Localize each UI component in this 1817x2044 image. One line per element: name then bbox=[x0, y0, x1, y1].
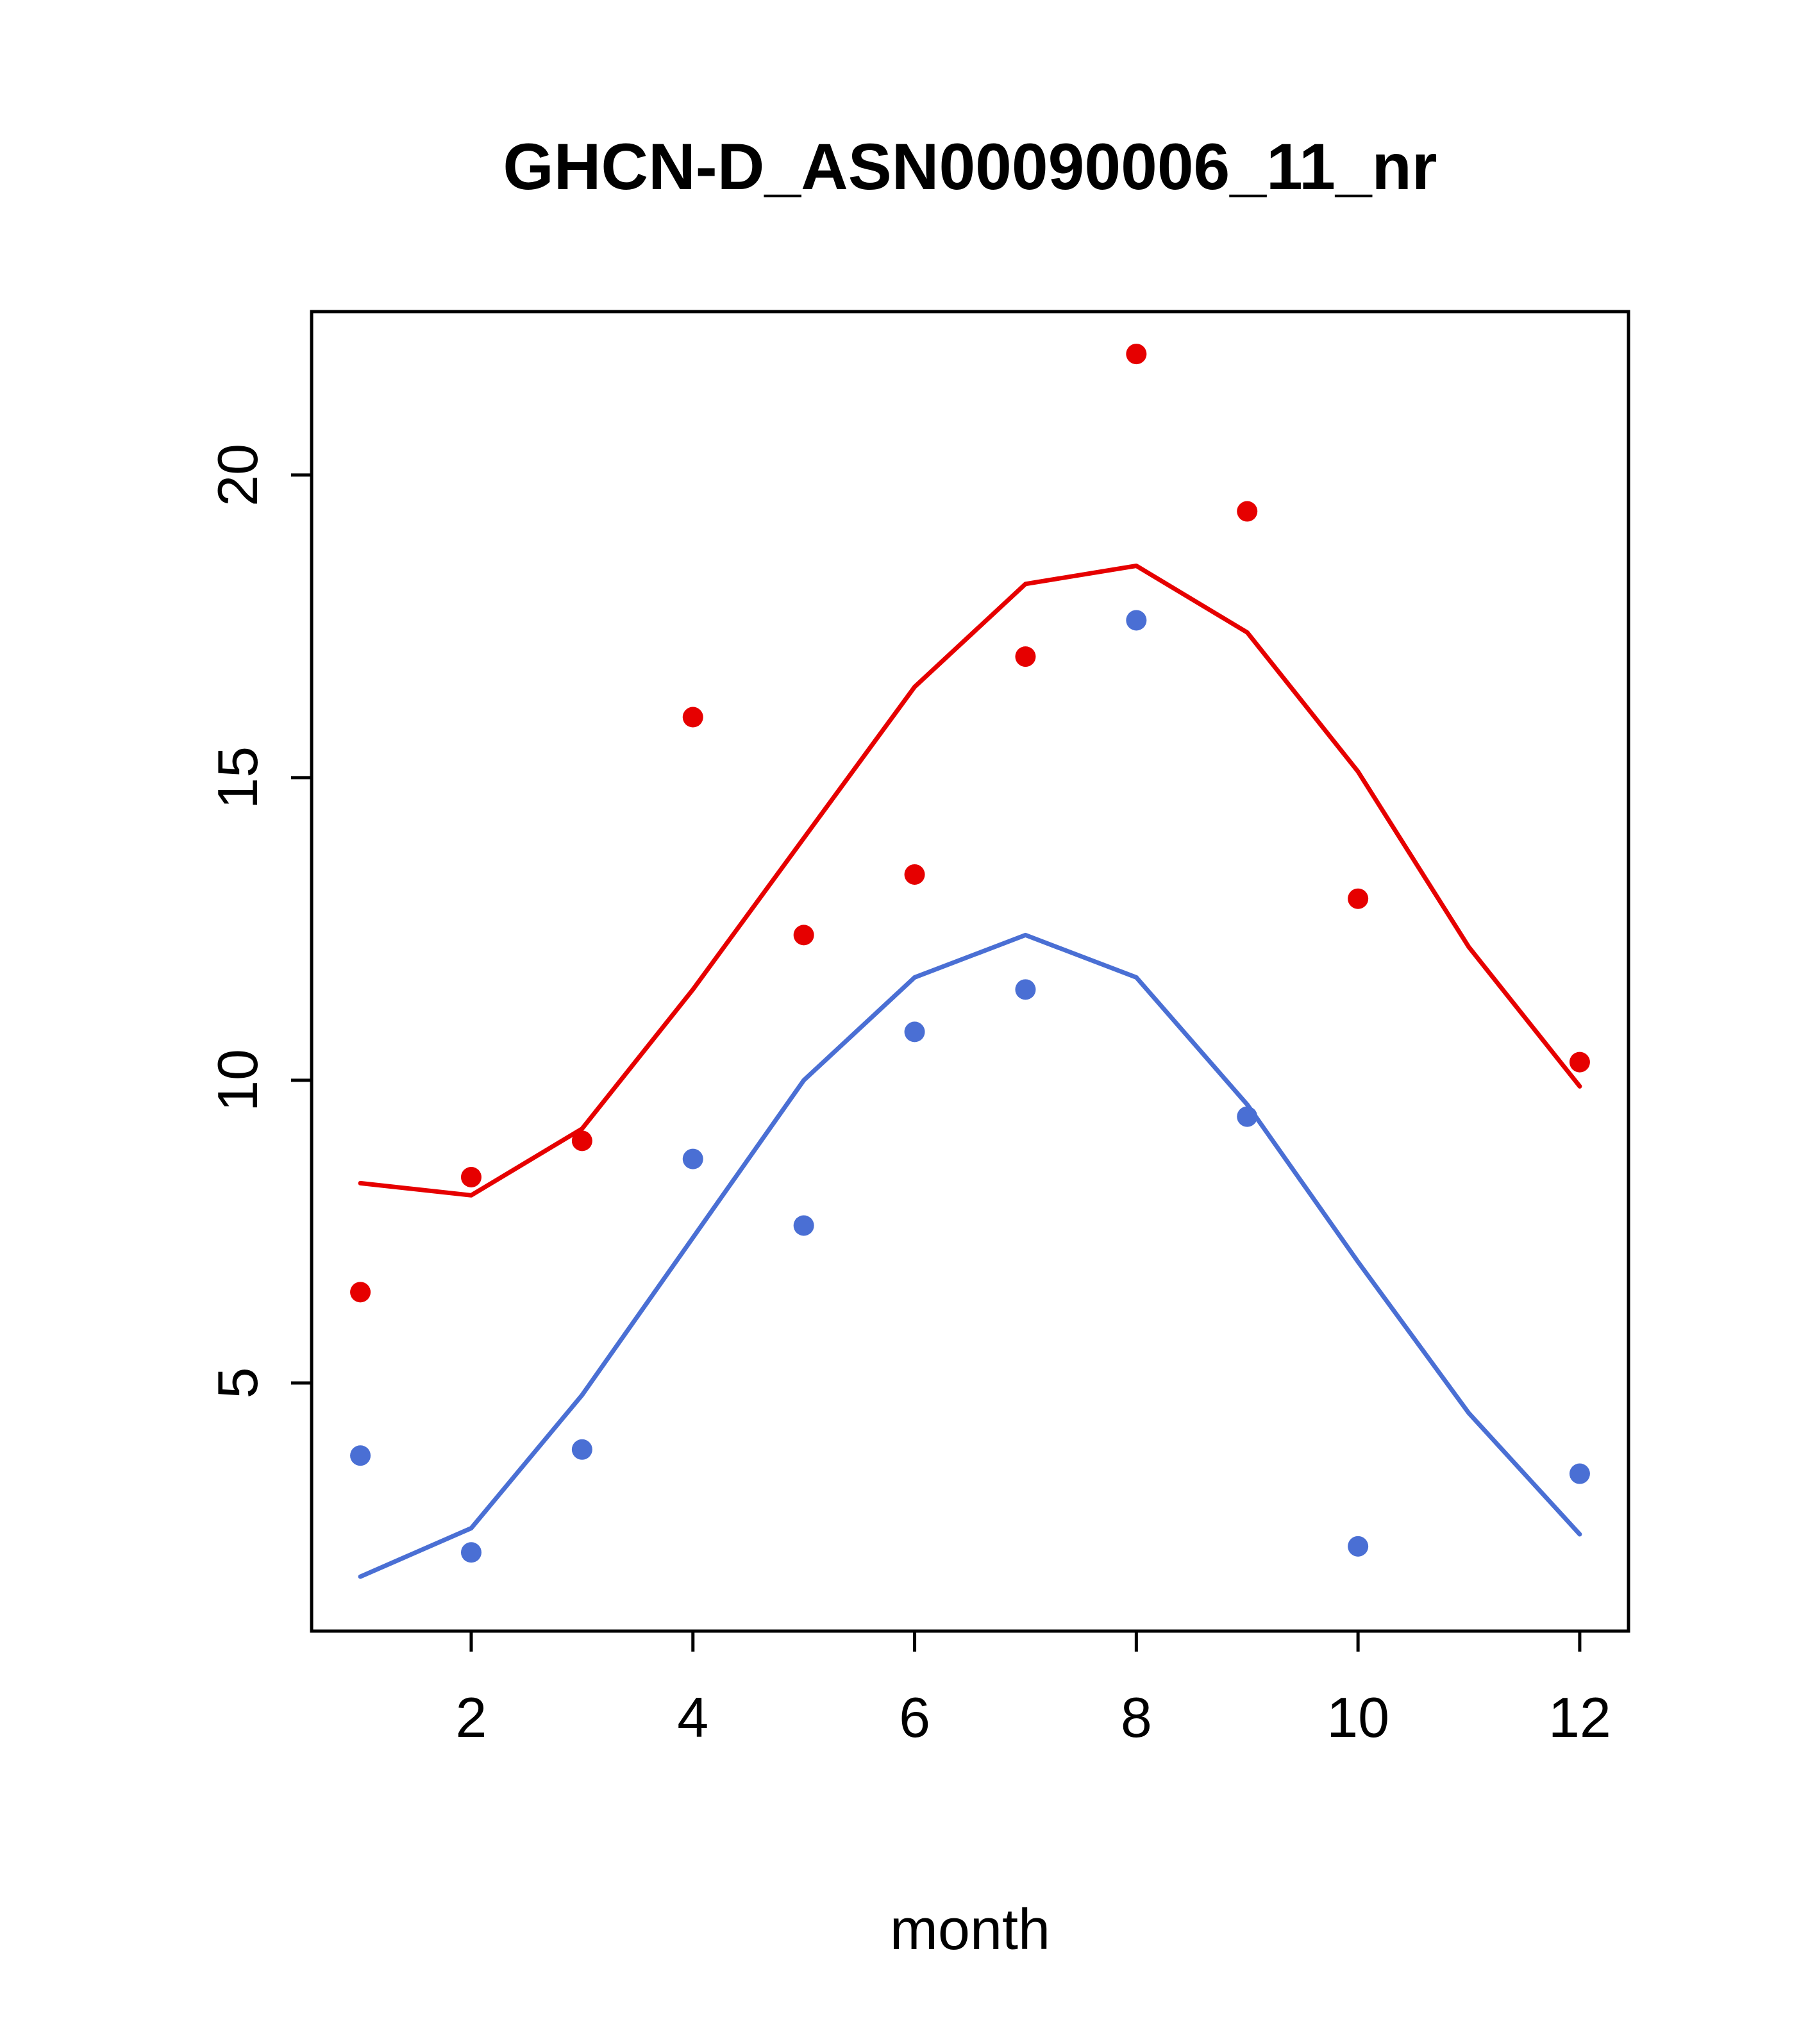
red-points-marker bbox=[1569, 1051, 1590, 1073]
red-points-marker bbox=[571, 1130, 592, 1152]
blue-points-marker bbox=[1569, 1463, 1590, 1484]
x-tick-label: 6 bbox=[899, 1686, 930, 1749]
axes: 2 4 6 8 10 12 5 10 15 20 bbox=[206, 310, 1630, 1749]
x-tick-label: 8 bbox=[1121, 1686, 1152, 1749]
y-tick-label: 5 bbox=[206, 1367, 269, 1398]
red-points-marker bbox=[1348, 888, 1369, 909]
blue-points-marker bbox=[350, 1445, 371, 1466]
red-points-marker bbox=[460, 1166, 481, 1187]
red-points-marker bbox=[1015, 646, 1036, 667]
blue-points-marker bbox=[1015, 979, 1036, 1000]
plot-box bbox=[310, 310, 1630, 1633]
red-line bbox=[358, 563, 1582, 1198]
blue-line bbox=[358, 932, 1582, 1579]
blue-points-marker bbox=[571, 1439, 592, 1460]
red-points-marker bbox=[1126, 344, 1147, 365]
y-tick-label: 15 bbox=[206, 746, 269, 809]
red-points bbox=[350, 344, 1590, 1303]
x-tick-label: 4 bbox=[677, 1686, 708, 1749]
x-axis-label: month bbox=[890, 1898, 1050, 1962]
blue-points-marker bbox=[682, 1148, 703, 1169]
red-points-marker bbox=[793, 925, 814, 946]
blue-points-marker bbox=[1348, 1536, 1369, 1557]
red-points-marker bbox=[904, 864, 925, 885]
red-points-marker bbox=[682, 707, 703, 728]
blue-points-marker bbox=[904, 1021, 925, 1043]
y-tick-label: 20 bbox=[206, 444, 269, 507]
x-tick-label: 2 bbox=[455, 1686, 487, 1749]
blue-points-marker bbox=[1126, 610, 1147, 631]
blue-points-marker bbox=[793, 1215, 814, 1236]
blue-points-marker bbox=[460, 1542, 481, 1563]
blue-points bbox=[350, 610, 1590, 1563]
red-points-marker bbox=[350, 1282, 371, 1303]
data-series bbox=[350, 344, 1590, 1579]
x-tick-label: 12 bbox=[1548, 1686, 1611, 1749]
chart-title: GHCN-D_ASN00090006_11_nr bbox=[503, 130, 1437, 203]
y-tick-label: 10 bbox=[206, 1049, 269, 1112]
x-tick-label: 10 bbox=[1327, 1686, 1389, 1749]
red-points-marker bbox=[1237, 501, 1258, 522]
